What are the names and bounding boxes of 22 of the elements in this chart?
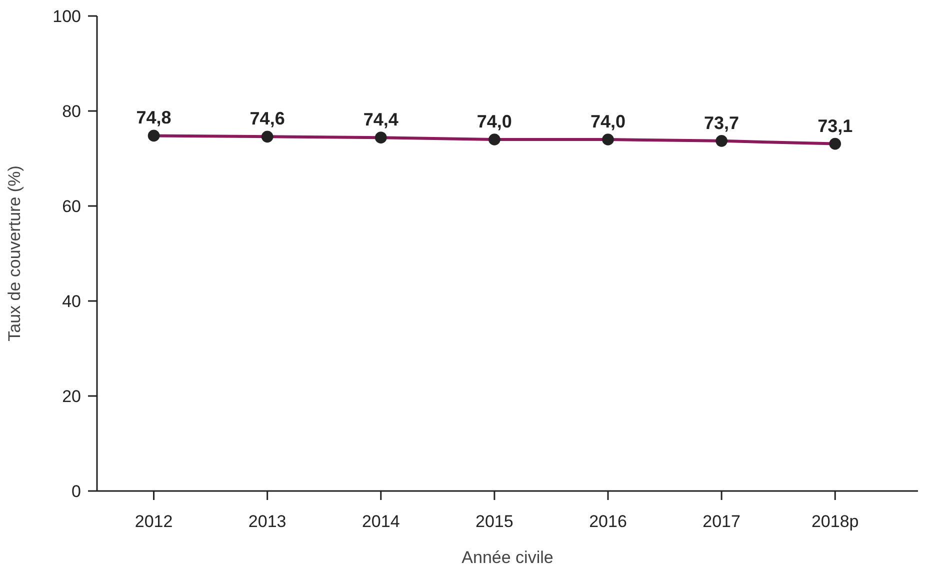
y-tick-label: 100: [52, 6, 81, 26]
y-tick-label: 20: [62, 386, 81, 406]
data-label: 74,4: [363, 110, 398, 130]
data-label: 74,8: [136, 108, 172, 128]
x-tick-label: 2013: [248, 512, 286, 531]
x-tick-label: 2015: [476, 512, 514, 531]
y-tick-label: 80: [62, 102, 81, 121]
x-axis-title: Année civile: [462, 548, 554, 567]
x-tick-label: 2012: [134, 512, 173, 531]
data-label: 73,7: [704, 112, 740, 133]
x-tick-label: 2018p: [811, 512, 859, 531]
data-label: 74,6: [250, 108, 285, 129]
y-tick-label: 60: [62, 196, 81, 216]
data-label: 74,0: [590, 112, 626, 132]
y-tick-label: 0: [72, 482, 81, 501]
y-tick-label: 40: [62, 292, 81, 311]
x-tick-label: 2014: [362, 512, 400, 531]
data-label: 74,0: [476, 112, 512, 132]
y-axis-title: Taux de couverture (%): [5, 166, 24, 342]
data-label: 73,1: [818, 116, 853, 136]
x-tick-label: 2017: [702, 512, 740, 531]
x-tick-label: 2016: [589, 512, 627, 531]
